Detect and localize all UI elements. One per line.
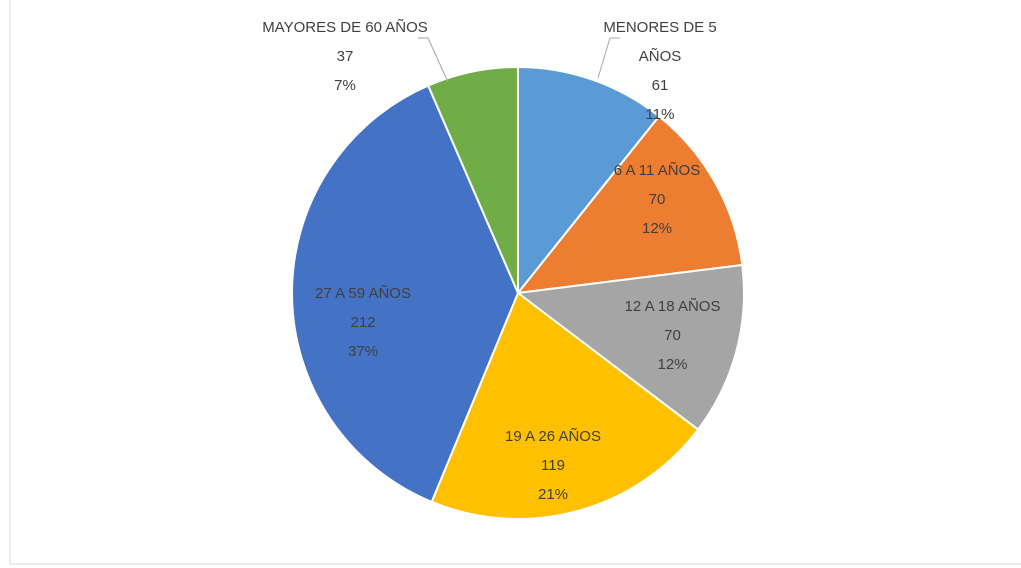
value-label: 70 xyxy=(664,327,681,344)
category-label: 6 A 11 AÑOS xyxy=(613,162,701,179)
data-label: MAYORES DE 60 AÑOS 37 7% xyxy=(255,13,435,100)
percent-label: 12% xyxy=(657,356,688,373)
pie-slice xyxy=(515,114,744,295)
chart-border xyxy=(9,0,1021,565)
percent-label: 21% xyxy=(537,486,569,503)
category-label: 19 A 26 AÑOS xyxy=(505,428,601,445)
category-label: MENORES DE 5 AÑOS xyxy=(603,19,717,65)
leader-line xyxy=(597,37,620,79)
value-label: 61 xyxy=(651,77,669,94)
pie-slice xyxy=(517,65,661,296)
percent-label: 12% xyxy=(641,220,673,237)
data-label: 6 A 11 AÑOS 70 12% xyxy=(612,156,702,243)
percent-label: 7% xyxy=(334,77,356,94)
pie-slice xyxy=(426,65,519,294)
pie-slice xyxy=(430,291,700,520)
data-label: 27 A 59 AÑOS 212 37% xyxy=(288,279,438,366)
value-label: 37 xyxy=(336,48,354,65)
pie-slice xyxy=(291,84,520,504)
percent-label: 37% xyxy=(347,343,379,360)
category-label: 27 A 59 AÑOS xyxy=(315,285,411,302)
value-label: 70 xyxy=(648,191,666,208)
data-label: 19 A 26 AÑOS 119 21% xyxy=(478,422,628,509)
data-label: MENORES DE 5 AÑOS 61 11% xyxy=(600,13,720,129)
value-label: 119 xyxy=(541,457,565,474)
value-label: 212 xyxy=(350,314,376,331)
data-label: 12 A 18 AÑOS 70 12% xyxy=(600,292,745,379)
leader-line xyxy=(418,37,449,83)
percent-label: 11% xyxy=(645,106,675,123)
pie-slice xyxy=(515,263,745,431)
category-label: 12 A 18 AÑOS xyxy=(624,298,721,315)
category-label: MAYORES DE 60 AÑOS xyxy=(262,19,428,36)
